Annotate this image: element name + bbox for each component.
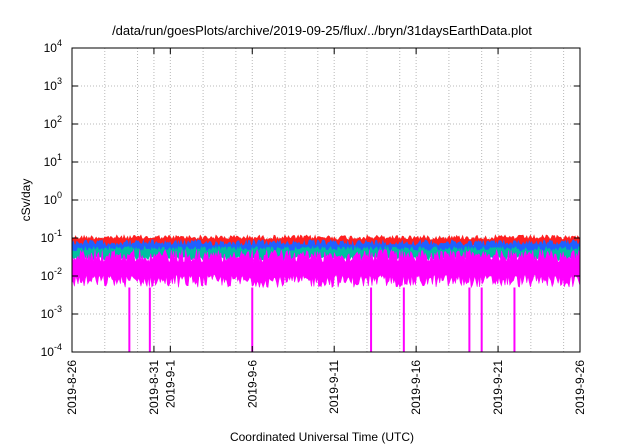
y-tick-label: 100 — [44, 190, 62, 207]
y-axis-label: cSv/day — [19, 179, 33, 222]
y-tick-label: 103 — [44, 76, 62, 93]
y-tick-label: 10-2 — [41, 266, 62, 283]
x-tick-label: 2019-9-26 — [573, 360, 587, 415]
y-tick-label: 10-3 — [41, 304, 62, 321]
x-axis-label: Coordinated Universal Time (UTC) — [230, 430, 414, 444]
x-tick-label: 2019-9-1 — [163, 360, 177, 408]
y-tick-label: 10-1 — [41, 228, 62, 245]
series-group — [71, 234, 581, 352]
x-tick-label: 2019-9-6 — [245, 360, 259, 408]
x-tick-label: 2019-9-11 — [327, 360, 341, 414]
grid — [72, 48, 580, 352]
y-tick-label: 101 — [44, 152, 62, 169]
y-tick-label: 102 — [44, 114, 62, 131]
x-tick-label: 2019-9-21 — [491, 360, 505, 415]
x-tick-label: 2019-9-16 — [409, 360, 423, 415]
y-tick-label: 104 — [44, 38, 62, 55]
x-tick-label: 2019-8-26 — [65, 360, 79, 415]
plot-frame — [71, 47, 581, 353]
chart-title: /data/run/goesPlots/archive/2019-09-25/f… — [112, 23, 532, 38]
y-tick-label: 10-4 — [41, 342, 62, 359]
y-axis-ticks: 104 103 102 101 100 10-1 10-2 10-3 10-4 — [41, 38, 580, 359]
x-tick-label: 2019-8-31 — [147, 360, 161, 415]
x-axis-ticks: 2019-8-26 2019-8-31 2019-9-1 2019-9-6 2019-9… — [65, 48, 587, 415]
